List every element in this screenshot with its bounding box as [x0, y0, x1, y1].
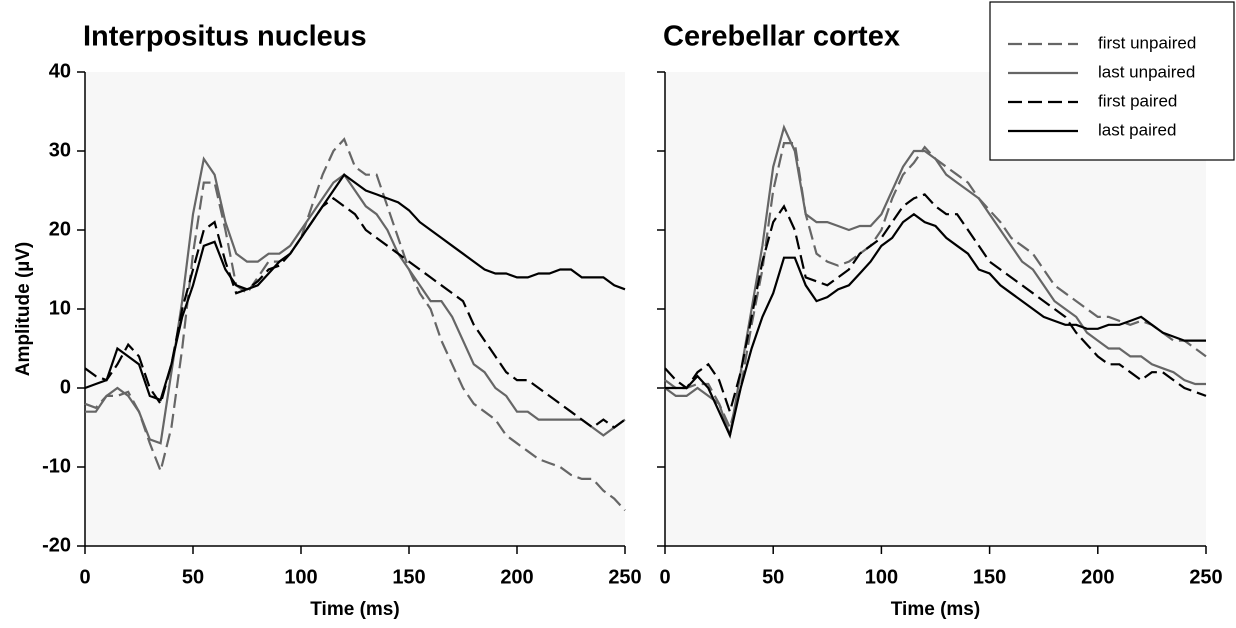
y-tick-label: -10 [42, 455, 71, 477]
x-axis-label: Time (ms) [891, 599, 980, 620]
chart-title: Interpositus nucleus [83, 21, 367, 53]
y-tick-label: 30 [49, 139, 71, 161]
data-line [84, 173, 626, 402]
data-line [664, 124, 1206, 436]
x-tick-label: 250 [1189, 566, 1222, 588]
legend-label: first unpaired [1098, 33, 1196, 52]
x-tick-label: 150 [392, 566, 425, 588]
x-tick-label: 50 [182, 566, 204, 588]
y-tick-label: 20 [49, 218, 71, 240]
y-tick-label: 10 [49, 297, 71, 319]
y-tick-label: 0 [60, 376, 71, 398]
legend-label: first paired [1098, 91, 1177, 110]
x-tick-label: 0 [659, 566, 670, 588]
x-tick-label: 100 [865, 566, 898, 588]
y-axis-label: Amplitude (µV) [13, 242, 34, 376]
x-tick-label: 250 [608, 566, 641, 588]
y-tick-label: 40 [49, 60, 71, 82]
y-tick-label: -20 [42, 534, 71, 556]
plot-area [85, 72, 625, 546]
legend-label: last paired [1098, 120, 1176, 139]
legend-label: last unpaired [1098, 62, 1195, 81]
x-tick-label: 200 [500, 566, 533, 588]
data-line [664, 193, 1207, 416]
data-line [665, 212, 1206, 439]
x-tick-label: 0 [79, 566, 90, 588]
x-axis-label: Time (ms) [310, 599, 399, 620]
data-line [84, 137, 626, 512]
x-tick-label: 100 [284, 566, 317, 588]
chart-title: Cerebellar cortex [663, 21, 900, 53]
data-line [84, 197, 626, 429]
x-tick-label: 150 [973, 566, 1006, 588]
legend-box [989, 1, 1235, 161]
x-tick-label: 200 [1081, 566, 1114, 588]
x-tick-label: 50 [762, 566, 784, 588]
